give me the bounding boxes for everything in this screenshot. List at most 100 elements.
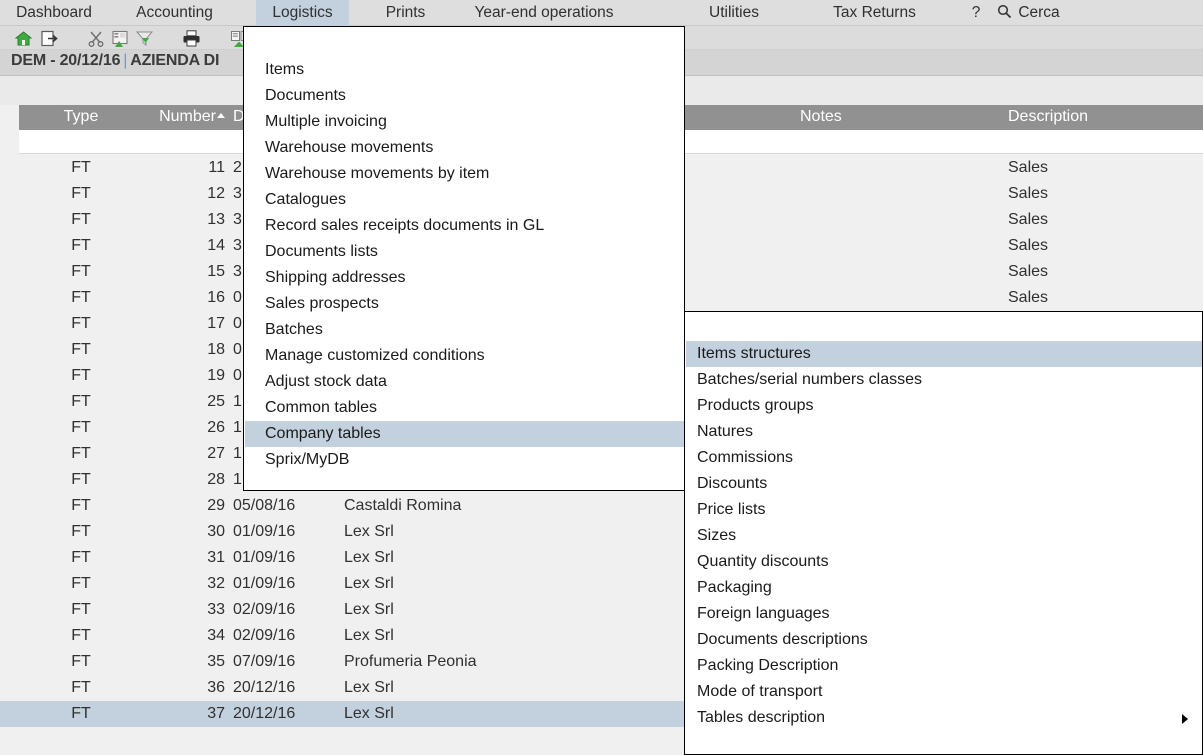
menubar-item-accounting[interactable]: Accounting	[122, 0, 227, 26]
menubar-label: Utilities	[709, 4, 759, 21]
menu-item-batches[interactable]: Batches	[245, 317, 684, 343]
menubar-item-utilities[interactable]: Utilities	[694, 0, 774, 26]
exit-icon[interactable]	[40, 29, 59, 48]
menu-item-shipping-addresses[interactable]: Shipping addresses	[245, 265, 684, 291]
menu-item-label: Sizes	[697, 527, 737, 544]
menu-item-label: Common tables	[265, 399, 378, 416]
menu-item-natures[interactable]: Natures	[686, 419, 1202, 445]
menubar-label: Tax Returns	[833, 4, 916, 21]
menubar-item-help[interactable]: ?	[966, 0, 986, 26]
menu-item-sales-prospects[interactable]: Sales prospects	[245, 291, 684, 317]
menu-item-multiple-invoicing[interactable]: Multiple invoicing	[245, 109, 684, 135]
menu-item-discounts[interactable]: Discounts	[686, 471, 1202, 497]
column-header-label: Type	[63, 108, 99, 125]
menu-item-label: Sales prospects	[265, 295, 379, 312]
cell-number: 11	[208, 159, 225, 176]
filter-funnel-icon[interactable]	[135, 29, 154, 48]
menu-item-commissions[interactable]: Commissions	[686, 445, 1202, 471]
menu-item-batches-serial-numbers-classes[interactable]: Batches/serial numbers classes	[686, 367, 1202, 393]
menu-item-warehouse-movements-by-item[interactable]: Warehouse movements by item	[245, 161, 684, 187]
print-icon[interactable]	[182, 29, 201, 48]
menu-item-label: Natures	[697, 423, 754, 440]
column-header-description[interactable]: Description	[1008, 105, 1088, 130]
cell-number: 28	[207, 471, 225, 488]
menu-item-adjust-stock-data[interactable]: Adjust stock data	[245, 369, 684, 395]
cell-name: Lex Srl	[344, 679, 394, 696]
cell-type: FT	[71, 289, 91, 306]
cell-type: FT	[71, 601, 91, 618]
cell-number: 36	[207, 679, 225, 696]
menu-item-documents-lists[interactable]: Documents lists	[245, 239, 684, 265]
menu-item-tables-description[interactable]: Tables description	[686, 705, 1202, 731]
menu-item-label: Commissions	[697, 449, 794, 466]
sort-ascending-icon	[217, 113, 225, 118]
menubar-label: Logistics	[272, 4, 333, 21]
cell-number: 35	[207, 653, 225, 670]
menu-item-products-groups[interactable]: Products groups	[686, 393, 1202, 419]
menu-item-label: Adjust stock data	[265, 373, 387, 390]
cell-name: Lex Srl	[344, 523, 394, 540]
menu-item-sizes[interactable]: Sizes	[686, 523, 1202, 549]
column-header-type[interactable]: Type	[55, 105, 107, 130]
status-dash: -	[45, 52, 60, 69]
menu-item-packing-description[interactable]: Packing Description	[686, 653, 1202, 679]
cell-type: FT	[71, 185, 91, 202]
menu-item-documents-descriptions[interactable]: Documents descriptions	[686, 627, 1202, 653]
cell-type: FT	[71, 575, 91, 592]
menubar-item-tax-returns[interactable]: Tax Returns	[817, 0, 932, 26]
cell-type: FT	[71, 445, 91, 462]
menu-item-items[interactable]: Items	[245, 57, 684, 83]
company-code: DEM	[11, 52, 46, 69]
menubar-item-dashboard[interactable]: Dashboard	[4, 0, 104, 26]
menubar-item-prints[interactable]: Prints	[373, 0, 438, 26]
cell-date: 1	[233, 419, 242, 436]
column-header-date[interactable]: D	[233, 105, 245, 130]
menu-item-sprix-mydb[interactable]: Sprix/MyDB	[245, 447, 684, 473]
cell-date: 02/09/16	[233, 601, 296, 618]
menu-item-packaging[interactable]: Packaging	[686, 575, 1202, 601]
menu-gutter	[685, 312, 699, 754]
cell-number: 19	[207, 367, 225, 384]
menu-item-label: Batches	[265, 321, 323, 338]
column-header-notes[interactable]: Notes	[800, 105, 842, 130]
menu-item-record-sales-receipts-documents-in-gl[interactable]: Record sales receipts documents in GL	[245, 213, 684, 239]
menu-item-documents[interactable]: Documents	[245, 83, 684, 109]
column-header-number[interactable]: Number	[150, 105, 225, 130]
menu-item-label: Catalogues	[265, 191, 346, 208]
cell-type: FT	[71, 679, 91, 696]
cut-icon[interactable]	[87, 29, 106, 48]
menu-item-company-tables[interactable]: Company tables	[245, 421, 684, 447]
menu-item-warehouse-movements[interactable]: Warehouse movements	[245, 135, 684, 161]
menu-item-label: Documents lists	[265, 243, 378, 260]
cell-name: Castaldi Romina	[344, 497, 462, 514]
menu-item-manage-customized-conditions[interactable]: Manage customized conditions	[245, 343, 684, 369]
cell-number: 12	[207, 185, 225, 202]
cell-number: 27	[207, 445, 225, 462]
cell-number: 37	[207, 705, 225, 722]
cell-date: 0	[233, 341, 242, 358]
columns-icon[interactable]	[111, 29, 130, 48]
menu-item-label: Documents descriptions	[697, 631, 868, 648]
menu-item-label: Manage customized conditions	[265, 347, 485, 364]
menu-item-quantity-discounts[interactable]: Quantity discounts	[686, 549, 1202, 575]
search-button[interactable]: Cerca	[997, 0, 1060, 26]
cell-number: 25	[207, 393, 225, 410]
home-icon[interactable]	[14, 29, 33, 48]
menu-item-label: Shipping addresses	[265, 269, 406, 286]
menubar-item-year-end-operations[interactable]: Year-end operations	[459, 0, 629, 26]
column-header-label: D	[233, 108, 245, 125]
menu-item-foreign-languages[interactable]: Foreign languages	[686, 601, 1202, 627]
menu-item-common-tables[interactable]: Common tables	[245, 395, 684, 421]
cell-date: 0	[233, 315, 242, 332]
cell-type: FT	[71, 341, 91, 358]
cell-date: 1	[233, 393, 242, 410]
menubar-item-logistics[interactable]: Logistics	[256, 0, 349, 26]
cell-number: 16	[207, 289, 225, 306]
cell-type: FT	[71, 653, 91, 670]
menu-item-items-structures[interactable]: Items structures	[686, 341, 1202, 367]
menu-item-label: Batches/serial numbers classes	[697, 371, 922, 388]
menu-item-catalogues[interactable]: Catalogues	[245, 187, 684, 213]
menu-item-price-lists[interactable]: Price lists	[686, 497, 1202, 523]
menu-item-mode-of-transport[interactable]: Mode of transport	[686, 679, 1202, 705]
search-icon	[997, 4, 1018, 21]
